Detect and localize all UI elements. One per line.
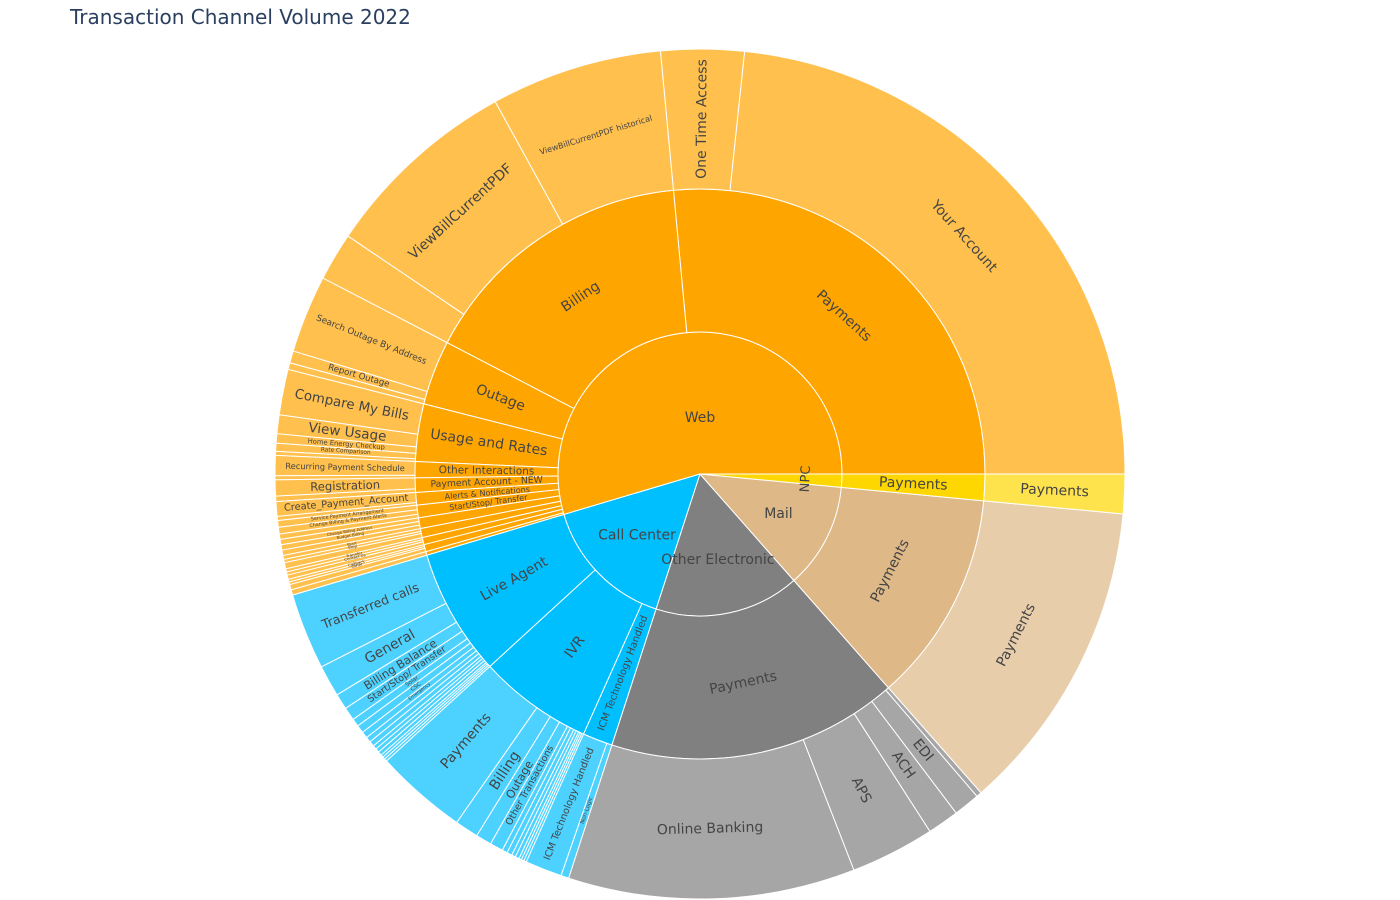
sunburst-label-web: Web — [685, 410, 716, 426]
sunburst-label-web-unlabeled-budget-billing: Budget Billing — [336, 530, 365, 540]
sunburst-label-web-unlabeled-transfer: Transfer — [345, 550, 363, 559]
sunburst-label-web-payment-account-new-registration: Registration — [310, 478, 380, 494]
sunburst-label-npc-payments: Payments — [879, 474, 948, 493]
sunburst-label-web-payment-account-new: Payment Account - NEW — [430, 475, 543, 490]
sunburst-label-web-unlabeled-start: Start — [347, 540, 358, 547]
sunburst-label-npc: NPC — [798, 465, 814, 492]
sunburst-label-call-center: Call Center — [598, 527, 676, 543]
sunburst-label-web-usage-and-rates-rate-comparison: Rate Comparison — [321, 447, 371, 456]
sunburst-label-web-unlabeled-stop: Stop — [348, 543, 358, 550]
sunburst-label-other-electronic: Other Electronic — [661, 552, 774, 568]
sunburst-label-web-unlabeled-contact-us: Contact Us — [344, 552, 366, 562]
sunburst-label-web-payments-one-time-access: One Time Access — [694, 59, 711, 179]
sunburst-segment-web-payments-your-account[interactable] — [729, 50, 1126, 475]
sunburst-segment-npc-payments-payments[interactable] — [983, 473, 1126, 515]
sunburst-label-web-other-interactions-recurring-payment-schedule: Recurring Payment Schedule — [285, 461, 405, 473]
sunburst-label-mail: Mail — [764, 506, 792, 522]
sunburst-label-web-unlabeled-callback: Callback — [348, 558, 366, 567]
sunburst-label-web-unlabeled-other: Other — [351, 561, 364, 569]
sunburst-label-call-center-live-agent-csc: CSC — [410, 681, 423, 693]
chart-title: Transaction Channel Volume 2022 — [70, 5, 411, 29]
sunburst-segment-other-electronic-payments-online-banking[interactable] — [568, 738, 855, 900]
sunburst-label-npc-payments-payments: Payments — [1020, 481, 1089, 500]
sunburst-label-other-electronic-payments-online-banking: Online Banking — [657, 819, 764, 838]
sunburst-label-web-other-interactions: Other Interactions — [439, 464, 535, 477]
